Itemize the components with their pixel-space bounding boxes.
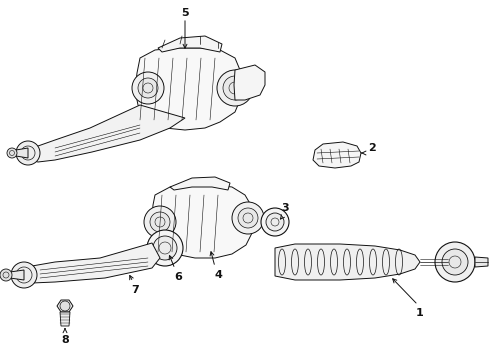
Polygon shape bbox=[10, 270, 24, 280]
Polygon shape bbox=[234, 65, 265, 100]
Text: 5: 5 bbox=[181, 8, 189, 18]
Polygon shape bbox=[313, 142, 361, 168]
Circle shape bbox=[132, 72, 164, 104]
Circle shape bbox=[11, 262, 37, 288]
Circle shape bbox=[16, 141, 40, 165]
Circle shape bbox=[261, 208, 289, 236]
Polygon shape bbox=[135, 48, 242, 130]
Circle shape bbox=[266, 213, 284, 231]
Circle shape bbox=[150, 212, 170, 232]
Text: 3: 3 bbox=[281, 203, 289, 213]
Circle shape bbox=[435, 242, 475, 282]
Circle shape bbox=[138, 78, 158, 98]
Text: 7: 7 bbox=[131, 285, 139, 295]
Circle shape bbox=[153, 236, 177, 260]
Circle shape bbox=[232, 202, 264, 234]
Circle shape bbox=[238, 208, 258, 228]
Circle shape bbox=[7, 148, 17, 158]
Polygon shape bbox=[22, 243, 160, 283]
Polygon shape bbox=[60, 312, 70, 326]
Circle shape bbox=[0, 269, 12, 281]
Text: 2: 2 bbox=[368, 143, 376, 153]
Polygon shape bbox=[170, 177, 230, 190]
Text: 6: 6 bbox=[174, 272, 182, 282]
Circle shape bbox=[223, 76, 247, 100]
Polygon shape bbox=[152, 185, 254, 258]
Text: 4: 4 bbox=[214, 270, 222, 280]
Circle shape bbox=[60, 301, 70, 311]
Text: 8: 8 bbox=[61, 335, 69, 345]
Polygon shape bbox=[57, 300, 73, 312]
Polygon shape bbox=[28, 105, 185, 162]
Circle shape bbox=[442, 249, 468, 275]
Circle shape bbox=[217, 70, 253, 106]
Polygon shape bbox=[475, 257, 488, 267]
Text: 1: 1 bbox=[416, 308, 424, 318]
Polygon shape bbox=[275, 244, 420, 280]
Polygon shape bbox=[158, 36, 222, 52]
Circle shape bbox=[144, 206, 176, 238]
Polygon shape bbox=[16, 148, 28, 158]
Circle shape bbox=[147, 230, 183, 266]
